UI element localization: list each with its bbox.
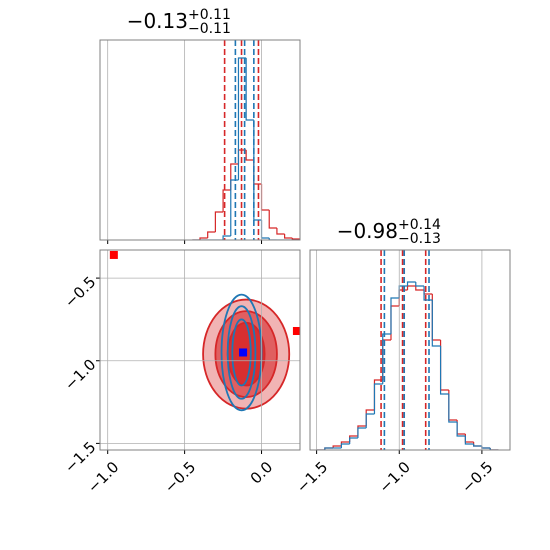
y-tick-label: −1.5 [61, 438, 99, 476]
point [239, 348, 248, 357]
hist-step [415, 282, 425, 287]
x-tick-label: −1.5 [293, 458, 331, 496]
panel-frame [99, 39, 301, 241]
hist-step [431, 294, 441, 341]
hist-step [245, 150, 254, 161]
hist-step [268, 238, 277, 240]
panel-frame [99, 249, 301, 451]
hist-step [382, 333, 391, 384]
hist-step [291, 238, 300, 240]
hist-step [406, 285, 416, 290]
hist-step [268, 210, 277, 229]
hist-step [415, 286, 425, 291]
hist-step [456, 420, 466, 435]
hist-step [222, 189, 231, 212]
hist-step [207, 231, 216, 238]
hist-step [431, 300, 441, 347]
panel-title: −0.98 [337, 219, 398, 243]
hist-step [365, 413, 375, 428]
x-tick-label: −1.0 [84, 458, 122, 496]
hist-step [398, 289, 408, 306]
point [109, 250, 118, 259]
x-tick-label: −0.5 [161, 458, 199, 496]
hist-step [464, 434, 474, 443]
hist-step [349, 435, 358, 442]
hist-step [237, 57, 247, 180]
hist-step [448, 394, 458, 423]
contour [231, 318, 252, 387]
hist-step [340, 443, 350, 448]
hist-step [357, 427, 367, 438]
hist-step [260, 220, 270, 239]
hist-step [284, 234, 293, 239]
hist-step [332, 445, 342, 448]
y-tick-label: −1.0 [61, 355, 99, 393]
plot-area [109, 250, 300, 412]
title-lower: −0.11 [188, 21, 231, 37]
hist-step [245, 58, 254, 121]
plot-area [316, 250, 499, 450]
hist-step [456, 422, 466, 437]
hist-step [390, 305, 400, 340]
point [292, 326, 300, 335]
x-tick-label: 0.0 [247, 458, 277, 488]
title-upper: +0.14 [398, 217, 441, 233]
hist-step [222, 235, 231, 240]
hist-step [365, 409, 375, 426]
hist-step [324, 447, 334, 450]
hist-step [276, 228, 285, 235]
hist-step [349, 437, 358, 444]
x-tick-label: −0.5 [458, 458, 496, 496]
hist-step [398, 285, 408, 298]
contour [226, 305, 257, 400]
y-tick-label: −0.5 [61, 273, 99, 311]
hist-step [439, 346, 449, 395]
title-upper: +0.11 [188, 7, 231, 23]
hist-step [373, 383, 383, 414]
hist-step [481, 446, 491, 449]
title-lower: −0.13 [398, 231, 441, 247]
hist-step [390, 297, 400, 334]
plot-area [192, 40, 300, 240]
hist-step [439, 340, 449, 391]
hist-step [448, 390, 458, 421]
panel-title: −0.13 [127, 9, 188, 33]
panel-frame [309, 249, 511, 451]
hist-step [473, 444, 482, 447]
hist-step [199, 237, 208, 240]
hist-step [464, 436, 474, 445]
hist-step [214, 211, 224, 232]
x-tick-label: −1.0 [376, 458, 414, 496]
hist-step [406, 281, 416, 286]
hist-step [260, 184, 270, 211]
hist-step [489, 448, 499, 450]
